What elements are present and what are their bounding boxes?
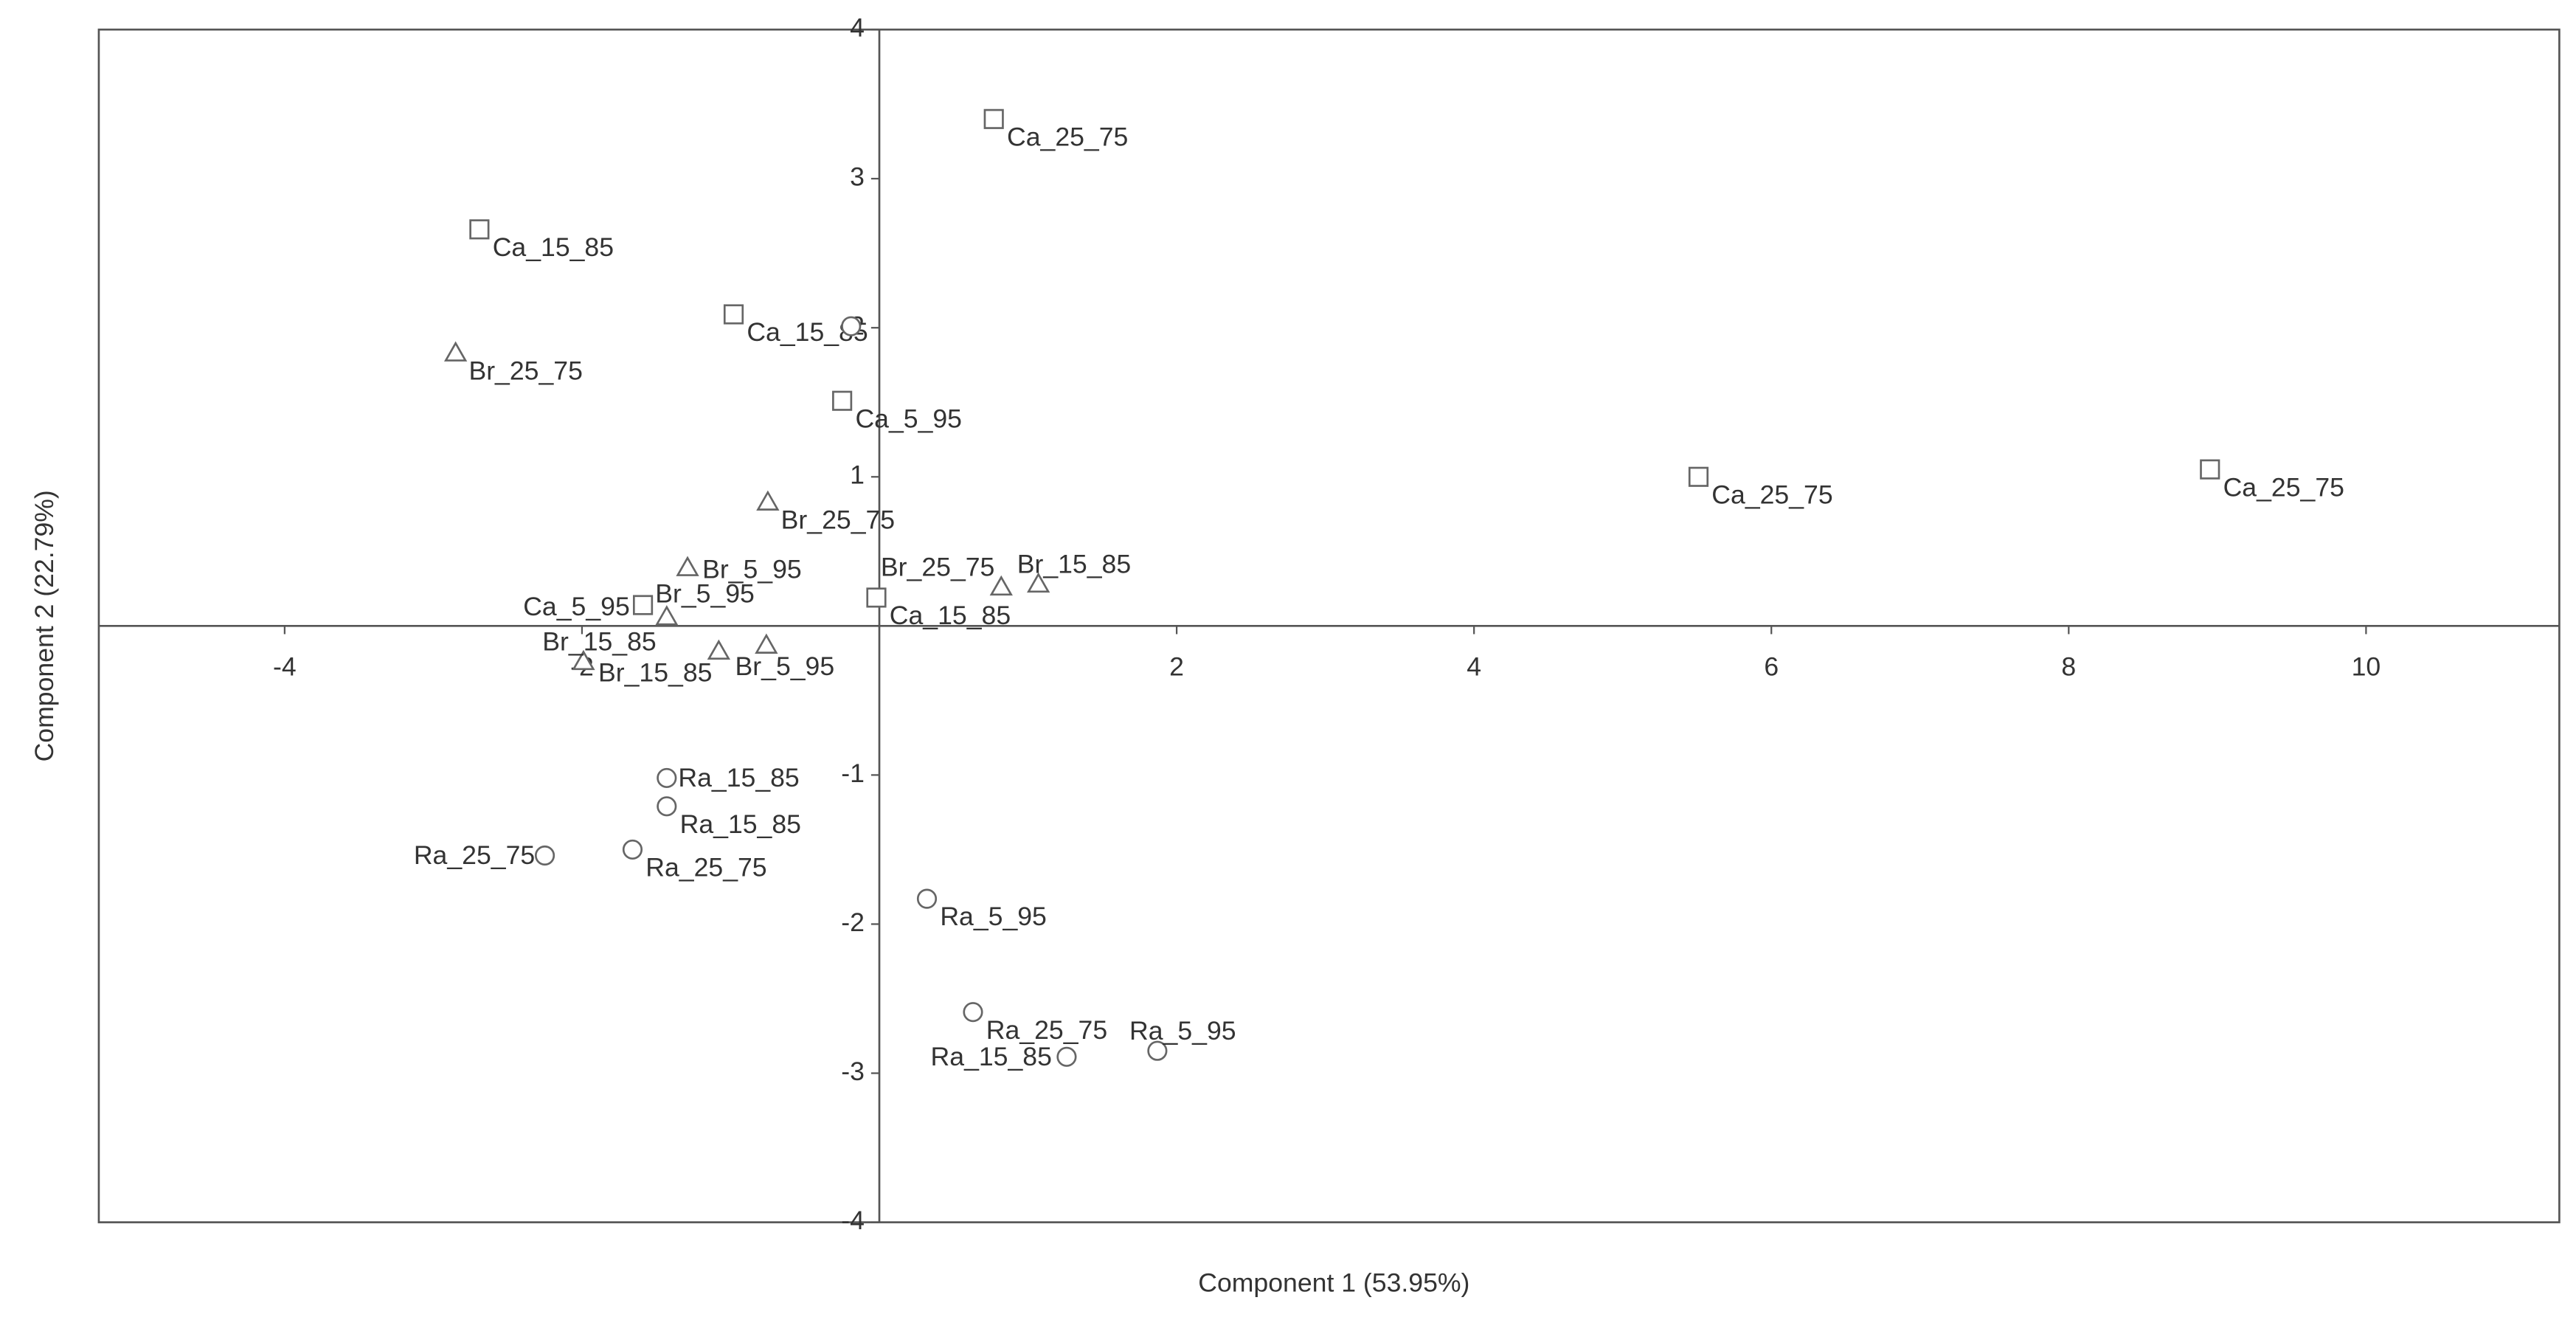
point-label: Br_15_85 — [1017, 550, 1131, 579]
point-label: Br_25_75 — [781, 505, 895, 535]
data-point — [534, 845, 555, 866]
data-point — [707, 639, 731, 660]
point-label: Ra_15_85 — [931, 1042, 1052, 1071]
x-axis-title: Component 1 (53.95%) — [1198, 1268, 1469, 1298]
data-point — [756, 490, 780, 511]
point-label: Ca_15_85 — [493, 232, 614, 262]
point-label: Ra_25_75 — [414, 840, 535, 870]
data-point — [832, 390, 853, 411]
data-point — [866, 587, 887, 608]
data-point — [841, 316, 862, 336]
y-tick-label: -2 — [841, 908, 865, 937]
x-tick-label: 10 — [2352, 652, 2381, 682]
y-tick-label: -4 — [841, 1206, 865, 1235]
data-point — [632, 595, 654, 615]
point-label: Ca_5_95 — [523, 592, 630, 621]
y-axis-title: Component 2 (22.79%) — [30, 490, 59, 761]
point-label: Br_15_85 — [542, 627, 656, 657]
x-tick-label: 2 — [1169, 652, 1184, 682]
point-label: Ca_15_85 — [890, 601, 1011, 630]
data-point — [723, 304, 744, 325]
point-label: Br_25_75 — [468, 356, 582, 386]
point-label: Br_5_95 — [735, 652, 835, 681]
x-tick-label: 8 — [2061, 652, 2076, 682]
data-point — [469, 219, 490, 240]
point-label: Ra_5_95 — [940, 902, 1047, 931]
data-point — [983, 108, 1004, 129]
point-label: Ra_5_95 — [1129, 1016, 1236, 1046]
data-point — [989, 575, 1013, 596]
point-label: Ra_15_85 — [678, 763, 799, 792]
data-point — [657, 796, 677, 817]
y-tick-label: -1 — [841, 758, 865, 788]
data-point — [443, 341, 468, 362]
data-point — [572, 649, 595, 671]
data-point — [655, 605, 679, 626]
point-label: Ca_25_75 — [1007, 122, 1128, 151]
y-tick-label: -3 — [841, 1057, 865, 1086]
x-tick-label: 6 — [1764, 652, 1779, 682]
data-point — [622, 839, 643, 860]
y-tick-label: 1 — [850, 460, 865, 490]
data-point — [2200, 459, 2220, 480]
y-tick-label: 3 — [850, 162, 865, 192]
data-point — [1688, 466, 1709, 487]
point-label: Ra_25_75 — [986, 1015, 1107, 1045]
data-point — [676, 556, 699, 576]
point-label: Br_5_95 — [702, 554, 802, 584]
data-point — [916, 888, 938, 909]
point-label: Ca_5_95 — [855, 404, 962, 433]
point-label: Ra_25_75 — [645, 853, 766, 882]
data-point — [657, 767, 677, 789]
point-label: Br_15_85 — [598, 657, 712, 687]
point-label: Ca_25_75 — [2223, 472, 2344, 502]
point-label: Br_5_95 — [655, 579, 755, 609]
point-label: Ca_25_75 — [1711, 480, 1832, 509]
data-point — [1026, 572, 1050, 593]
point-label: Ra_15_85 — [680, 809, 801, 839]
point-label: Br_25_75 — [881, 553, 994, 582]
x-tick-label: -4 — [273, 652, 297, 682]
y-tick-label: 4 — [850, 13, 865, 42]
data-point — [963, 1002, 983, 1023]
data-point — [755, 633, 778, 654]
data-point — [1056, 1046, 1077, 1067]
data-point — [1147, 1040, 1168, 1061]
x-tick-label: 4 — [1467, 652, 1481, 682]
